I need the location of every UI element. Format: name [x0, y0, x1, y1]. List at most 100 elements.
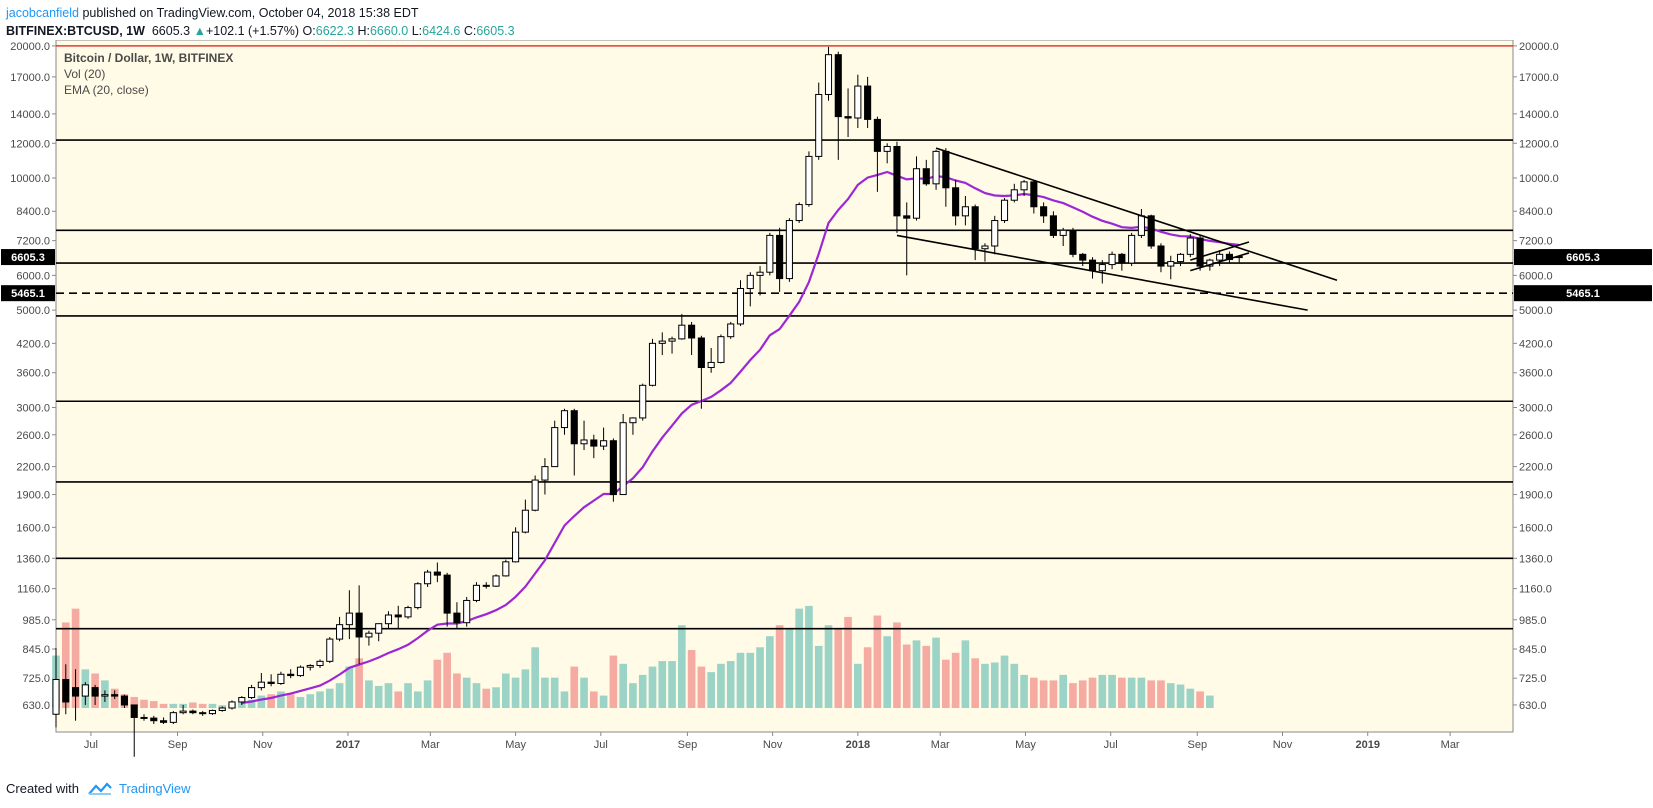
trendline	[896, 234, 1308, 311]
tradingview-link[interactable]: TradingView	[118, 781, 191, 796]
candle-body	[296, 666, 305, 677]
volume-bar	[883, 636, 891, 708]
candle-body	[81, 684, 89, 697]
candle-body	[893, 145, 901, 217]
candle-body	[179, 710, 187, 714]
volume-bar	[531, 647, 539, 708]
candle-body	[287, 673, 295, 677]
volume-bar	[854, 663, 862, 708]
volume-bar	[345, 666, 354, 708]
candle-body	[169, 712, 177, 723]
candle-body	[453, 612, 461, 624]
y-tick-label-left: 10000.0	[10, 173, 50, 185]
candle-body	[736, 288, 745, 325]
volume-bar	[286, 694, 295, 708]
x-tick-label: 2017	[336, 739, 360, 751]
author-link[interactable]: jacobcanfield	[6, 6, 79, 20]
volume-bar	[365, 680, 373, 708]
chart-legend: Bitcoin / Dollar, 1W, BITFINEX Vol (20) EM…	[64, 51, 233, 97]
candle-body	[541, 466, 549, 481]
volume-bar	[1039, 680, 1048, 708]
candle-body	[375, 623, 383, 634]
y-tick-label-left: 1160.0	[17, 584, 50, 596]
candle-body	[746, 274, 754, 290]
published-text: published on TradingView.com, October 04…	[82, 6, 419, 20]
price-tag-label: 6605.3	[1566, 252, 1600, 264]
volume-bar	[932, 637, 940, 708]
candle-body	[1216, 253, 1224, 261]
volume-bar	[462, 677, 471, 708]
change-text: +102.1 (+1.57%)	[205, 24, 300, 38]
x-tick-label: May	[1015, 739, 1036, 751]
candle-body	[639, 384, 647, 419]
candle-body	[629, 417, 637, 424]
candle-body	[306, 664, 314, 668]
volume-bar	[169, 703, 178, 708]
candle-body	[502, 561, 510, 577]
candle-body	[1108, 253, 1116, 266]
candle-body	[648, 342, 657, 386]
y-tick-label-right: 3600.0	[1519, 368, 1553, 380]
candle-body	[365, 632, 373, 638]
volume-bar	[1078, 680, 1087, 708]
y-tick-label-left: 14000.0	[10, 109, 50, 121]
volume-bar	[267, 694, 275, 708]
candle-body	[150, 717, 158, 722]
candle-body	[208, 709, 217, 715]
candle-body	[570, 410, 578, 445]
candle-body	[668, 338, 676, 342]
candle-body	[512, 531, 520, 563]
y-tick-label-right: 6000.0	[1519, 270, 1553, 282]
volume-bar	[1059, 674, 1068, 708]
y-tick-label-left: 2600.0	[16, 430, 50, 442]
volume-bar	[638, 674, 647, 708]
x-tick-label: Jul	[84, 739, 98, 751]
volume-bar	[834, 627, 843, 708]
volume-bar	[1010, 663, 1019, 708]
volume-bar	[443, 652, 451, 708]
volume-bar	[912, 640, 921, 708]
trendline	[935, 147, 1338, 281]
candle-body	[1010, 189, 1018, 201]
y-tick-label-left: 4200.0	[16, 338, 50, 350]
candle-body	[795, 204, 803, 222]
volume-bar	[130, 696, 139, 708]
candle-body	[1118, 253, 1126, 264]
candle-body	[384, 614, 393, 625]
candle-body	[1020, 181, 1028, 191]
volume-bar	[423, 680, 432, 708]
chart-header: jacobcanfield published on TradingView.c…	[6, 4, 515, 40]
symbol-label[interactable]: BITFINEX:BTCUSD, 1W	[6, 24, 145, 38]
y-tick-label-right: 5000.0	[1519, 305, 1553, 317]
candle-body	[1176, 253, 1185, 263]
price-chart[interactable]: 630.0 630.0 725.0 725.0 845.0 845.0 985.0 985.0…	[0, 40, 1653, 774]
volume-bar	[1137, 677, 1146, 708]
low-label: L:	[411, 24, 423, 38]
candle-body	[1137, 215, 1145, 236]
y-tick-label-right: 1600.0	[1519, 522, 1553, 534]
candle-body	[600, 440, 608, 447]
y-tick-label-right: 3000.0	[1519, 402, 1553, 414]
volume-bar	[325, 688, 334, 708]
y-tick-label-left: 7200.0	[16, 236, 50, 248]
x-tick-label: Mar	[421, 739, 440, 751]
x-tick-label: Nov	[763, 739, 783, 751]
candle-body	[1088, 259, 1097, 272]
y-tick-label-right: 2600.0	[1519, 430, 1553, 442]
volume-bar	[1118, 677, 1126, 708]
y-tick-label-left: 1900.0	[16, 490, 50, 502]
x-tick-label: Mar	[931, 739, 950, 751]
volume-bar	[1108, 674, 1116, 708]
candle-body	[766, 234, 774, 273]
candle-body	[580, 439, 588, 445]
volume-bar	[580, 677, 588, 708]
y-tick-label-right: 8400.0	[1519, 206, 1553, 218]
volume-bar	[795, 608, 803, 708]
y-tick-label-right: 14000.0	[1519, 109, 1559, 121]
volume-bar	[922, 645, 931, 708]
volume-bar	[237, 702, 246, 708]
candle-body	[238, 697, 246, 703]
candle-body	[355, 612, 363, 638]
volume-bar	[433, 659, 442, 708]
volume-bar	[472, 683, 481, 708]
